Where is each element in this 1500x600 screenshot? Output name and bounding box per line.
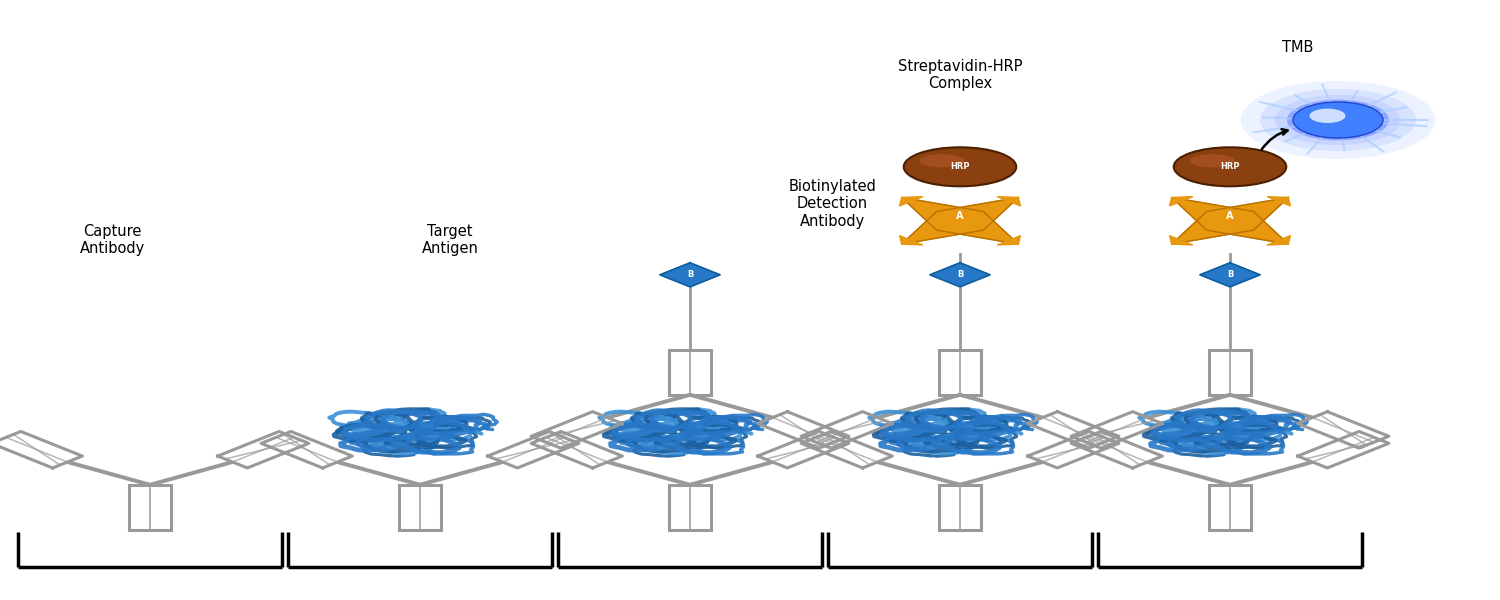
Polygon shape [1200, 263, 1260, 287]
Polygon shape [1028, 431, 1119, 468]
Polygon shape [217, 431, 309, 468]
Bar [669, 485, 711, 530]
Circle shape [1293, 102, 1383, 138]
Polygon shape [531, 431, 622, 468]
Circle shape [1310, 109, 1346, 123]
Polygon shape [900, 197, 922, 206]
Text: Streptavidin-HRP
Complex: Streptavidin-HRP Complex [897, 59, 1023, 91]
Ellipse shape [1190, 154, 1234, 167]
Circle shape [1275, 95, 1401, 145]
Polygon shape [1268, 197, 1290, 206]
Text: Biotinylated
Detection
Antibody: Biotinylated Detection Antibody [789, 179, 876, 229]
Polygon shape [1170, 197, 1192, 206]
Circle shape [1240, 81, 1436, 159]
Polygon shape [902, 197, 1019, 244]
Polygon shape [900, 236, 922, 245]
Polygon shape [1298, 412, 1389, 448]
Text: B: B [687, 270, 693, 279]
Polygon shape [998, 197, 1020, 206]
Ellipse shape [1173, 147, 1286, 186]
Circle shape [1287, 100, 1389, 140]
Polygon shape [1071, 431, 1162, 468]
Text: Target
Antigen: Target Antigen [422, 224, 478, 256]
Ellipse shape [903, 147, 1017, 186]
Polygon shape [1172, 197, 1288, 244]
Text: HRP: HRP [951, 162, 969, 172]
Text: B: B [1227, 270, 1233, 279]
Text: A: A [957, 211, 963, 221]
Polygon shape [1071, 412, 1162, 448]
Polygon shape [1028, 412, 1119, 448]
Bar [129, 485, 171, 530]
Polygon shape [801, 412, 892, 448]
Polygon shape [801, 431, 892, 468]
Polygon shape [758, 431, 849, 468]
Polygon shape [660, 263, 720, 287]
Text: HRP: HRP [1221, 162, 1239, 172]
Polygon shape [1170, 236, 1192, 245]
Bar [1209, 485, 1251, 530]
Bar [939, 350, 981, 395]
Polygon shape [1268, 236, 1290, 245]
Bar [1209, 350, 1251, 395]
Bar [939, 485, 981, 530]
Polygon shape [531, 412, 622, 448]
Text: Capture
Antibody: Capture Antibody [80, 224, 146, 256]
Bar [399, 485, 441, 530]
Polygon shape [1172, 197, 1288, 244]
Text: A: A [1227, 211, 1233, 221]
Polygon shape [0, 431, 82, 468]
Circle shape [1260, 89, 1416, 151]
Polygon shape [488, 431, 579, 468]
Bar [669, 350, 711, 395]
Polygon shape [758, 412, 849, 448]
Polygon shape [1298, 431, 1389, 468]
Ellipse shape [920, 154, 964, 167]
Polygon shape [998, 236, 1020, 245]
Polygon shape [930, 263, 990, 287]
Polygon shape [902, 197, 1019, 244]
Polygon shape [261, 431, 352, 468]
Text: TMB: TMB [1282, 40, 1312, 55]
Text: B: B [957, 270, 963, 279]
